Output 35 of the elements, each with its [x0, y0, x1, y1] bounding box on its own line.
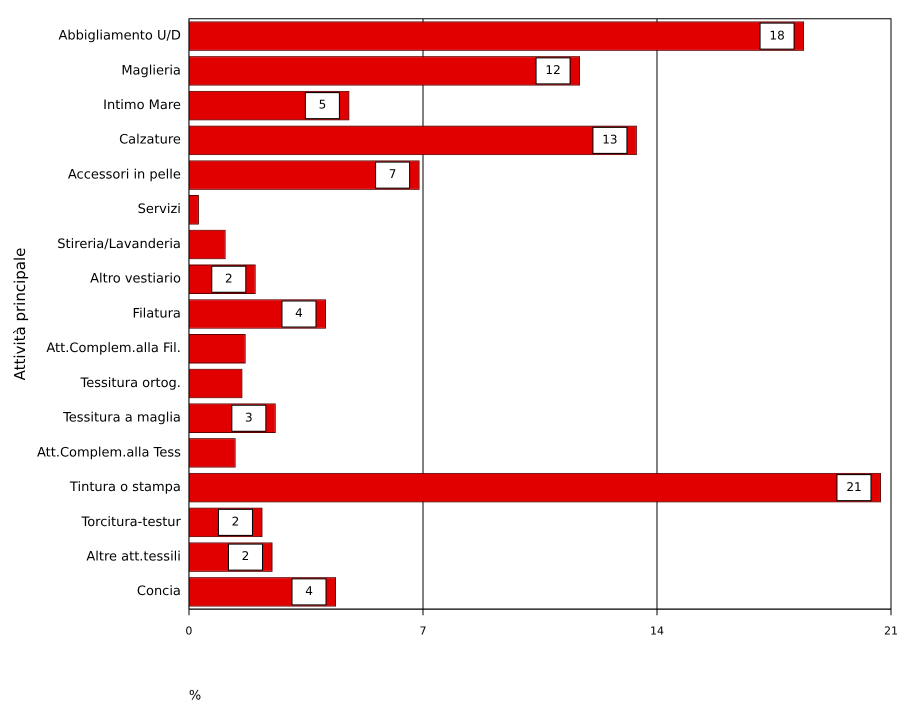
y-tick-label: Torcitura-testur — [80, 514, 182, 530]
y-tick-label: Tessitura ortog. — [80, 376, 181, 391]
y-tick-label: Altre att.tessili — [86, 549, 181, 564]
x-tick-label: 14 — [650, 624, 664, 638]
y-tick-label: Tintura o stampa — [68, 480, 181, 496]
data-label: 2 — [242, 549, 250, 564]
y-tick-label: Accessori in pelle — [68, 167, 181, 182]
x-tick-label: 0 — [185, 624, 192, 638]
y-tick-label: Stireria/Lavanderia — [57, 236, 181, 252]
y-axis-title: Attività principale — [10, 248, 29, 380]
data-label: 4 — [305, 584, 313, 598]
y-tick-label: Abbigliamento U/D — [58, 28, 181, 44]
y-tick-label: Maglieria — [121, 63, 181, 78]
data-label: 5 — [318, 98, 326, 112]
data-label: 21 — [846, 480, 862, 494]
y-tick-label: Altro vestiario — [90, 272, 181, 287]
y-tick-label: Att.Complem.alla Fil. — [46, 341, 181, 356]
data-label: 18 — [769, 28, 785, 42]
x-tick-label: 7 — [419, 624, 426, 638]
y-tick-label: Intimo Mare — [103, 98, 181, 113]
x-tick-label: 21 — [884, 624, 898, 638]
data-label: 3 — [245, 410, 253, 424]
data-label: 2 — [232, 514, 240, 528]
data-label: 4 — [295, 306, 303, 320]
data-label: 7 — [388, 167, 396, 182]
y-tick-label: Calzature — [119, 132, 181, 148]
y-tick-label: Filatura — [132, 306, 181, 322]
x-axis-title: % — [188, 688, 202, 704]
y-tick-label: Att.Complem.alla Tess — [36, 445, 182, 460]
data-label: 2 — [224, 271, 233, 286]
y-tick-label: Concia — [136, 584, 181, 600]
y-tick-label: Tessitura a maglia — [62, 410, 181, 426]
data-label: 12 — [545, 63, 561, 78]
data-label: 13 — [602, 132, 618, 146]
y-tick-label: Servizi — [138, 202, 181, 218]
